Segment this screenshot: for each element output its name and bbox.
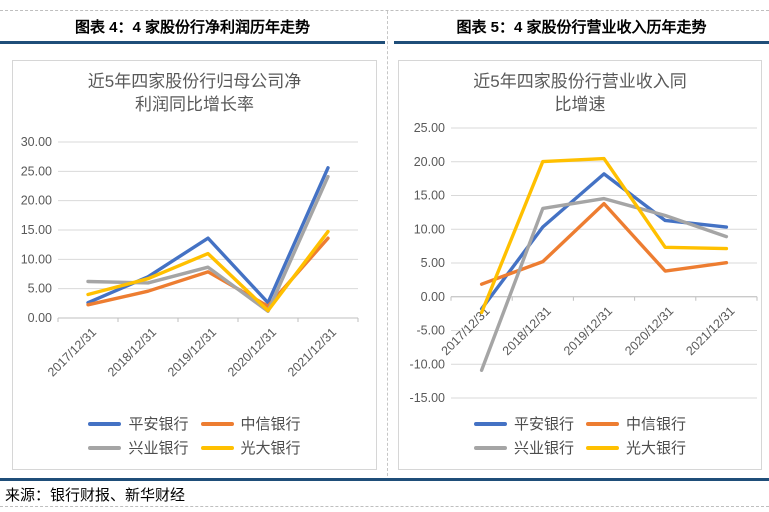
legend-swatch: [200, 421, 234, 426]
legend-item: 兴业银行: [473, 437, 574, 458]
series-line: [86, 174, 330, 313]
figure4-header: 图表 4：4 家股份行净利润历年走势: [0, 11, 385, 44]
revenue-plot: 25.00 20.00 15.00 10.00 5.00 0.00 -5.00 -10.00 -…: [410, 121, 758, 405]
legend-label: 兴业银行: [128, 440, 189, 457]
x-axis-tick-label: 2021/12/31: [683, 304, 737, 358]
legend-row: 兴业银行 光大银行: [473, 437, 686, 458]
revenue-legend: 平安银行 中信银行兴业银行 光大银行: [473, 413, 686, 458]
legend-label: 光大银行: [240, 440, 301, 457]
y-axis-tick-label: 20.00: [414, 155, 445, 169]
chart-title-line2: 比增速: [554, 95, 606, 114]
legend-item: 兴业银行: [88, 437, 189, 458]
bottom-dashed-border: [0, 506, 769, 507]
y-axis-tick-label: 0.00: [421, 290, 445, 304]
chart-title-line1: 近5年四家股份行归母公司净: [87, 72, 302, 91]
x-axis-tick-label: 2018/12/31: [500, 304, 554, 358]
top-dashed-border: [0, 10, 769, 11]
bottom-accent-rule: [0, 478, 769, 481]
legend-swatch: [88, 421, 122, 426]
y-axis-tick-label: 5.00: [421, 256, 445, 270]
legend-item: 平安银行: [88, 413, 189, 434]
x-axis-tick-label: 2021/12/31: [285, 325, 339, 379]
y-axis-tick-label: 25.00: [21, 164, 52, 178]
legend-label: 中信银行: [626, 416, 687, 433]
legend-label: 兴业银行: [513, 440, 574, 457]
legend-swatch: [473, 445, 507, 450]
series-line: [479, 201, 729, 286]
x-axis-tick-label: 2017/12/31: [45, 325, 99, 379]
series-line: [479, 196, 729, 372]
y-axis-tick-label: 20.00: [21, 194, 52, 208]
x-axis-tick-label: 2018/12/31: [105, 325, 159, 379]
series-line: [479, 172, 729, 311]
legend-item: 中信银行: [586, 413, 686, 434]
chart-title-line2: 利润同比增长率: [135, 95, 254, 114]
y-axis-tick-label: 15.00: [414, 189, 445, 203]
revenue-chart-box: 近5年四家股份行营业收入同 比增速 25.00 20.00 15.00 10.00 5.…: [398, 60, 762, 470]
legend-swatch: [473, 421, 507, 426]
x-axis-tick-label: 2020/12/31: [225, 325, 279, 379]
legend-row: 平安银行 中信银行: [473, 413, 686, 434]
y-axis-tick-label: 10.00: [21, 252, 52, 266]
y-axis-tick-label: 10.00: [414, 222, 445, 236]
net-profit-chart-box: 近5年四家股份行归母公司净 利润同比增长率 30.00 25.00 20.00 15.…: [12, 60, 377, 470]
legend-swatch: [88, 445, 122, 450]
legend-row: 兴业银行 光大银行: [88, 437, 301, 458]
source-note: 来源：银行财报、新华财经: [5, 488, 186, 504]
x-axis-tick-label: 2019/12/31: [165, 325, 219, 379]
x-axis-tick-label: 2017/12/31: [439, 304, 493, 358]
figure5-header: 图表 5：4 家股份行营业收入历年走势: [394, 11, 769, 44]
net-profit-legend: 平安银行 中信银行兴业银行 光大银行: [88, 413, 301, 458]
y-axis-tick-label: -15.00: [410, 391, 445, 405]
series-line: [479, 156, 729, 315]
legend-item: 光大银行: [586, 437, 686, 458]
legend-item: 中信银行: [200, 413, 301, 434]
y-axis-tick-label: -5.00: [417, 324, 446, 338]
y-axis-tick-label: 25.00: [414, 121, 445, 135]
legend-item: 平安银行: [473, 413, 574, 434]
chart-title-line1: 近5年四家股份行营业收入同: [473, 72, 687, 91]
legend-item: 光大银行: [200, 437, 301, 458]
y-axis-tick-label: 15.00: [21, 223, 52, 237]
legend-label: 中信银行: [240, 416, 301, 433]
revenue-chart-title: 近5年四家股份行营业收入同 比增速: [473, 70, 686, 116]
legend-row: 平安银行 中信银行: [88, 413, 301, 434]
series-line: [86, 229, 330, 313]
legend-label: 光大银行: [626, 440, 687, 457]
legend-swatch: [200, 445, 234, 450]
legend-swatch: [586, 421, 619, 426]
x-axis-tick-label: 2019/12/31: [561, 304, 615, 358]
y-axis-tick-label: 30.00: [21, 135, 52, 149]
legend-swatch: [586, 445, 619, 450]
legend-label: 平安银行: [128, 416, 189, 433]
column-divider: [387, 11, 388, 481]
figure-headers: 图表 4：4 家股份行净利润历年走势 图表 5：4 家股份行营业收入历年走势: [0, 11, 769, 44]
net-profit-plot: 30.00 25.00 20.00 15.00 10.00 5.00 0.002017/12…: [21, 135, 359, 379]
y-axis-tick-label: 0.00: [28, 311, 52, 325]
x-axis-tick-label: 2020/12/31: [622, 304, 676, 358]
legend-label: 平安银行: [513, 416, 574, 433]
net-profit-chart-title: 近5年四家股份行归母公司净 利润同比增长率: [88, 70, 301, 116]
y-axis-tick-label: 5.00: [28, 282, 52, 296]
y-axis-tick-label: -10.00: [410, 357, 445, 371]
